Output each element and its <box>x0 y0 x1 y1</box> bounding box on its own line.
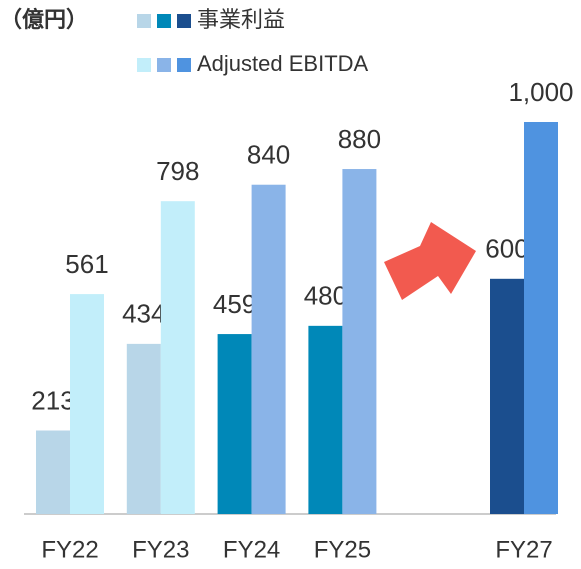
legend-swatch <box>137 14 151 28</box>
bar <box>70 294 104 514</box>
legend-swatch <box>137 58 151 72</box>
value-label: 434 <box>122 299 165 329</box>
value-label: 840 <box>247 140 290 170</box>
legend-swatch <box>177 58 191 72</box>
value-label: 459 <box>213 289 256 319</box>
bar <box>36 430 70 514</box>
value-label: 561 <box>65 249 108 279</box>
bar <box>490 278 524 514</box>
legend-swatch <box>157 58 171 72</box>
x-tick-label: FY24 <box>223 536 280 563</box>
legend-swatch <box>157 14 171 28</box>
value-label: 213 <box>31 385 74 415</box>
bar <box>524 122 558 514</box>
value-label: 798 <box>156 156 199 186</box>
x-tick-label: FY27 <box>495 536 552 563</box>
value-label: 880 <box>338 124 381 154</box>
legend-swatch <box>177 14 191 28</box>
bar <box>342 169 377 515</box>
unit-label: （億円） <box>0 7 88 32</box>
bar <box>126 343 161 514</box>
arrow <box>384 222 476 300</box>
bar <box>217 334 252 514</box>
value-label: 1,000 <box>508 77 573 107</box>
bar <box>308 325 343 514</box>
value-label: 480 <box>304 281 347 311</box>
bar <box>160 201 195 514</box>
legend-label: 事業利益 <box>197 7 285 32</box>
x-tick-label: FY23 <box>132 536 189 563</box>
x-tick-label: FY22 <box>41 536 98 563</box>
bar <box>251 184 286 514</box>
value-label: 600 <box>485 234 528 264</box>
legend-label: Adjusted EBITDA <box>197 51 369 76</box>
x-tick-label: FY25 <box>314 536 371 563</box>
